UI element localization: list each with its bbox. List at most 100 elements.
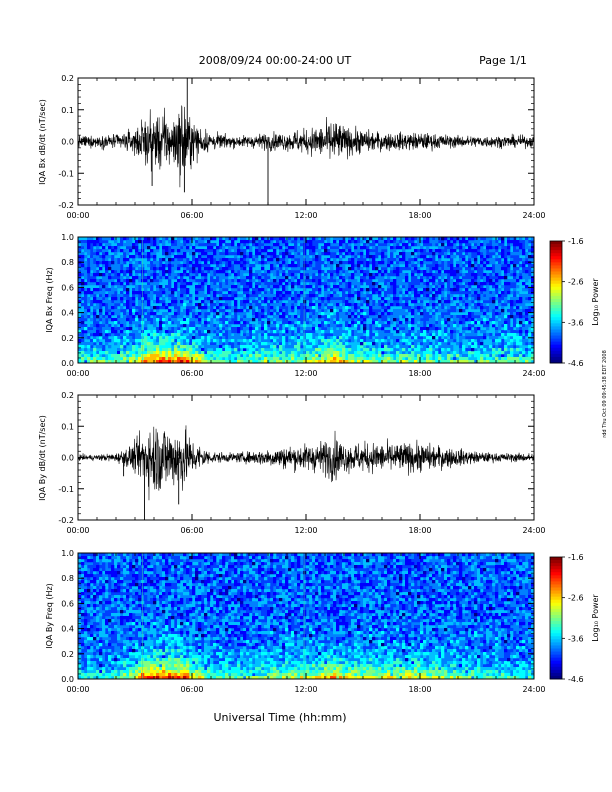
x-tick-label: 06:00 bbox=[180, 685, 203, 694]
spectrogram-cells bbox=[87, 553, 520, 653]
colorbar-segment bbox=[550, 295, 562, 300]
colorbar-tick-label: -4.6 bbox=[568, 359, 584, 368]
colorbar-segment bbox=[550, 627, 562, 631]
dbdt-trace bbox=[77, 105, 535, 188]
bx-colorbar: -1.6 -2.6 -3.6 -4.6 Log₁₀ Power bbox=[549, 237, 600, 368]
y-tick-label: 0.2 bbox=[61, 74, 74, 83]
colorbar-segment bbox=[550, 563, 562, 567]
colorbar-segment bbox=[550, 602, 562, 607]
colorbar-segment bbox=[550, 663, 562, 668]
bx-dbdt-panel: 00:00 06:00 12:00 18:00 24:00 0.2 0.1 0.0 -0.1 -0… bbox=[38, 74, 546, 220]
colorbar-segment bbox=[550, 624, 562, 628]
colorbar-segment bbox=[550, 350, 562, 355]
page-indicator: Page 1/1 bbox=[479, 54, 527, 67]
colorbar-segment bbox=[550, 353, 562, 358]
colorbar-segment bbox=[550, 642, 562, 646]
colorbar-segment bbox=[550, 311, 562, 315]
y-tick-label: 0.1 bbox=[61, 422, 74, 431]
colorbar-frame bbox=[549, 556, 563, 680]
by-dbdt-ylabel: IQA By dB/dt (nT/sec) bbox=[38, 415, 47, 501]
colorbar-segment bbox=[550, 259, 562, 263]
colorbar-segment bbox=[550, 317, 562, 321]
y-tick-label: 0.4 bbox=[61, 625, 74, 634]
colorbar-segment bbox=[550, 274, 562, 278]
colorbar-label: Log₁₀ Power bbox=[591, 594, 600, 642]
x-tick-label: 18:00 bbox=[408, 211, 431, 220]
bx-spectrogram-panel: 00:00 06:00 12:00 18:00 24:00 1.0 0.8 0.6 0.4 0.2… bbox=[45, 233, 546, 378]
x-tick-label: 12:00 bbox=[294, 211, 317, 220]
colorbar-segment bbox=[550, 244, 562, 248]
colorbar-segment bbox=[550, 262, 562, 266]
colorbar-segment bbox=[550, 250, 562, 254]
colorbar-segment bbox=[550, 633, 562, 637]
colorbar-segment bbox=[550, 265, 562, 269]
colorbar-segment bbox=[550, 356, 562, 361]
colorbar-segment bbox=[550, 329, 562, 333]
colorbar-segment bbox=[550, 584, 562, 588]
colorbar-segment bbox=[550, 320, 562, 324]
x-tick-label: 12:00 bbox=[294, 369, 317, 378]
by-dbdt-panel: 00:00 06:00 12:00 18:00 24:00 0.2 0.1 0.0 -0.1 -0… bbox=[38, 391, 546, 535]
colorbar-segment bbox=[550, 596, 562, 601]
colorbar-segment bbox=[550, 359, 562, 364]
colorbar-segment bbox=[550, 283, 562, 288]
side-stamp: rdd Thu Oct 09 09:45:38 EDT 2008 bbox=[602, 350, 608, 438]
colorbar-segment bbox=[550, 599, 562, 604]
colorbar-segment bbox=[550, 608, 562, 613]
colorbar-segment bbox=[550, 621, 562, 625]
y-tick-label: 0.0 bbox=[61, 675, 74, 684]
colorbar-segment bbox=[550, 660, 562, 665]
colorbar-segment bbox=[550, 298, 562, 303]
colorbar-tick-label: -2.6 bbox=[568, 278, 584, 287]
y-tick-label: 0.0 bbox=[61, 138, 74, 147]
y-tick-label: 1.0 bbox=[61, 549, 74, 558]
colorbar-segment bbox=[550, 341, 562, 346]
x-tick-label: 06:00 bbox=[180, 369, 203, 378]
colorbar-segment bbox=[550, 326, 562, 330]
x-tick-label: 12:00 bbox=[294, 685, 317, 694]
colorbar-segment bbox=[550, 578, 562, 582]
x-tick-label: 00:00 bbox=[66, 526, 89, 535]
colorbar-segment bbox=[550, 630, 562, 634]
x-tick-label: 18:00 bbox=[408, 526, 431, 535]
colorbar-segment bbox=[550, 657, 562, 662]
colorbar-segment bbox=[550, 338, 562, 343]
colorbar-segment bbox=[550, 292, 562, 297]
y-tick-label: 0.6 bbox=[61, 599, 74, 608]
colorbar-segment bbox=[550, 618, 562, 622]
dbdt-trace bbox=[77, 425, 535, 501]
y-tick-label: 0.2 bbox=[61, 650, 74, 659]
spectrogram-cells bbox=[81, 553, 523, 668]
y-tick-label: 0.0 bbox=[61, 454, 74, 463]
y-tick-label: 0.0 bbox=[61, 359, 74, 368]
colorbar-segment bbox=[550, 302, 562, 306]
colorbar-segment bbox=[550, 654, 562, 659]
colorbar-segment bbox=[550, 587, 562, 591]
colorbar-segment bbox=[550, 593, 562, 598]
y-tick-label: -0.2 bbox=[58, 516, 74, 525]
spectrogram-cells bbox=[156, 676, 187, 680]
x-tick-label: 18:00 bbox=[408, 685, 431, 694]
colorbar-label: Log₁₀ Power bbox=[591, 278, 600, 326]
colorbar-segment bbox=[550, 557, 562, 561]
colorbar-segment bbox=[550, 308, 562, 312]
colorbar-segment bbox=[550, 666, 562, 671]
colorbar-segment bbox=[550, 280, 562, 285]
figure-title: 2008/09/24 00:00-24:00 UT bbox=[199, 54, 352, 67]
x-tick-label: 24:00 bbox=[522, 369, 545, 378]
colorbar-segment bbox=[550, 344, 562, 349]
x-tick-label: 00:00 bbox=[66, 685, 89, 694]
by-freq-ylabel: IQA By Freq (Hz) bbox=[45, 583, 54, 649]
by-colorbar: -1.6 -2.6 -3.6 -4.6 Log₁₀ Power bbox=[549, 553, 600, 684]
colorbar-segment bbox=[550, 271, 562, 275]
spectrogram-cells bbox=[114, 658, 532, 680]
spectrogram-cells bbox=[81, 237, 523, 352]
colorbar-segment bbox=[550, 241, 562, 245]
colorbar-segment bbox=[550, 253, 562, 257]
colorbar-segment bbox=[550, 560, 562, 564]
y-tick-label: 0.4 bbox=[61, 309, 74, 318]
colorbar-frame bbox=[549, 240, 563, 364]
colorbar-tick-label: -3.6 bbox=[568, 318, 584, 327]
spectrogram-cells bbox=[90, 348, 529, 364]
